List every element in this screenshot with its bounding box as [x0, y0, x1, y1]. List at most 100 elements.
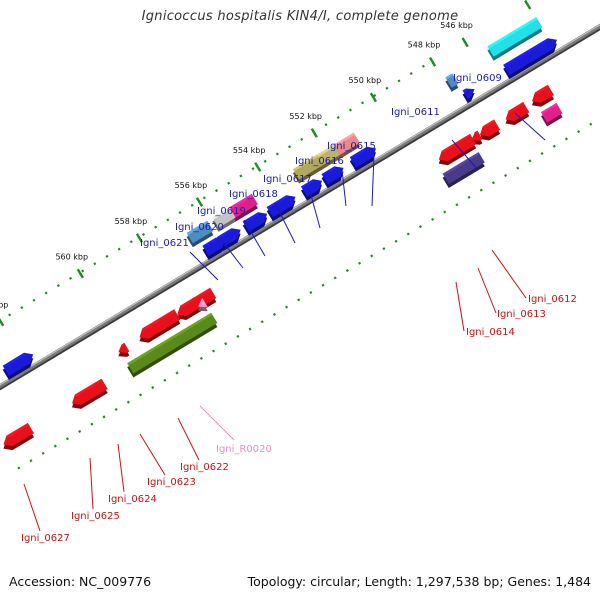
scale-dot	[336, 115, 340, 119]
gene-igni-0619	[229, 193, 258, 222]
scale-tick-label: 562 kbp	[0, 300, 8, 309]
gene-label: Igni_0618	[229, 189, 278, 200]
gene-label: Igni_0625	[71, 511, 120, 522]
scale-tick-label: 550 kbp	[349, 76, 382, 85]
gene-igni-0614	[438, 133, 477, 166]
gene-label: Igni_0611	[391, 107, 440, 118]
scale-dot	[421, 64, 425, 68]
scale-tick-label: 560 kbp	[55, 252, 88, 261]
scale-dot	[17, 466, 21, 470]
label-leader-line	[477, 267, 497, 314]
scale-dot	[166, 218, 170, 222]
accession-text: Accession: NC_009776	[9, 574, 152, 589]
scale-dot	[187, 364, 191, 368]
scale-dot	[239, 174, 243, 178]
scale-dot	[406, 232, 410, 236]
gene-igni-r0020	[198, 298, 208, 312]
gene-igni-0623b	[127, 312, 218, 378]
gene-igni-0613	[479, 119, 501, 141]
gene-igni-0625	[72, 378, 108, 409]
scale-dot	[227, 181, 231, 185]
gene-igni-0611	[445, 73, 459, 92]
gene-label: Igni_0624	[108, 494, 157, 505]
label-leader-line	[451, 139, 479, 171]
scale-dot	[202, 196, 206, 200]
scale-dot	[504, 173, 508, 177]
scale-dot	[53, 444, 57, 448]
scale-dot	[288, 145, 292, 149]
scale-dot	[20, 306, 24, 310]
gene-label: Igni_0623	[147, 477, 196, 488]
scale-dot	[56, 284, 60, 288]
scale-dot	[190, 203, 194, 207]
scale-dot	[345, 269, 349, 273]
label-leader-line	[371, 154, 375, 207]
scale-dot	[373, 93, 377, 98]
scale-tick	[254, 162, 262, 172]
genome-summary: Topology: circular; Length: 1,297,538 bp…	[247, 574, 591, 589]
label-leader-line	[491, 249, 527, 299]
gene-igni-0620	[212, 207, 236, 232]
scale-dot	[394, 239, 398, 243]
gene-label: Igni_0615	[327, 141, 376, 152]
scale-dot	[141, 232, 146, 236]
scale-dot	[528, 159, 532, 163]
label-leader-line	[341, 169, 347, 207]
map-title: Ignicoccus hospitalis KIN4/I, complete g…	[141, 9, 459, 24]
gene-label: Igni_0627	[21, 533, 70, 544]
scale-dot	[90, 422, 94, 426]
scale-dot	[589, 122, 593, 126]
scale-dot	[8, 313, 12, 317]
gene-label: Igni_0609	[453, 73, 502, 84]
scale-dot	[163, 378, 167, 382]
scale-dot	[540, 152, 544, 156]
label-leader-line	[243, 219, 266, 257]
label-leader-line	[274, 202, 296, 244]
scale-tick-label: 548 kbp	[408, 41, 441, 50]
label-leader-line	[189, 251, 219, 281]
scale-dot	[41, 451, 45, 455]
scale-dot	[248, 327, 252, 331]
scale-dot	[175, 371, 179, 375]
scale-tick	[524, 0, 532, 10]
label-leaders	[23, 112, 546, 532]
gene-label: Igni_0621	[140, 238, 189, 249]
scale-tick	[195, 197, 204, 207]
gene-label: Igni_0617	[263, 174, 312, 185]
gene-igni-0626	[2, 352, 34, 380]
gene-label: Igni_0620	[175, 222, 224, 233]
scale-dot	[272, 312, 276, 316]
gene-igni-0616	[316, 144, 341, 169]
scale-dot	[139, 393, 143, 397]
scale-dot	[443, 210, 447, 214]
scale-dot	[321, 283, 325, 287]
scale-dot	[263, 159, 267, 163]
scale-tick	[428, 57, 437, 67]
label-leader-line	[117, 443, 125, 493]
scale-dot	[93, 262, 97, 266]
gene-igni-0611b	[462, 88, 475, 104]
label-leader-line	[219, 237, 244, 269]
scale-tick	[461, 37, 469, 48]
gene-igni-0621	[186, 220, 214, 248]
gene-label: Igni_0622	[180, 462, 229, 473]
gene-igni-0612c	[541, 103, 563, 127]
scale-dot	[32, 298, 36, 302]
scale-dot	[224, 342, 228, 346]
scale-dot	[418, 225, 422, 229]
gene-igni-0619b	[266, 195, 296, 222]
scale-dot	[333, 276, 337, 280]
scale-dot	[126, 400, 130, 404]
scale-dot	[105, 254, 109, 258]
scale-dot	[65, 437, 70, 441]
scale-dot	[129, 240, 133, 244]
label-leader-line	[23, 483, 41, 532]
scale-dot	[236, 334, 240, 338]
gene-igni-0615	[334, 132, 360, 159]
scale-dot	[78, 429, 82, 433]
scale-dot	[285, 305, 289, 309]
scale-dot	[358, 261, 362, 265]
gene-igni-0617	[292, 154, 324, 184]
scale-dot	[81, 269, 85, 273]
gene-igni-0614b	[442, 152, 485, 188]
